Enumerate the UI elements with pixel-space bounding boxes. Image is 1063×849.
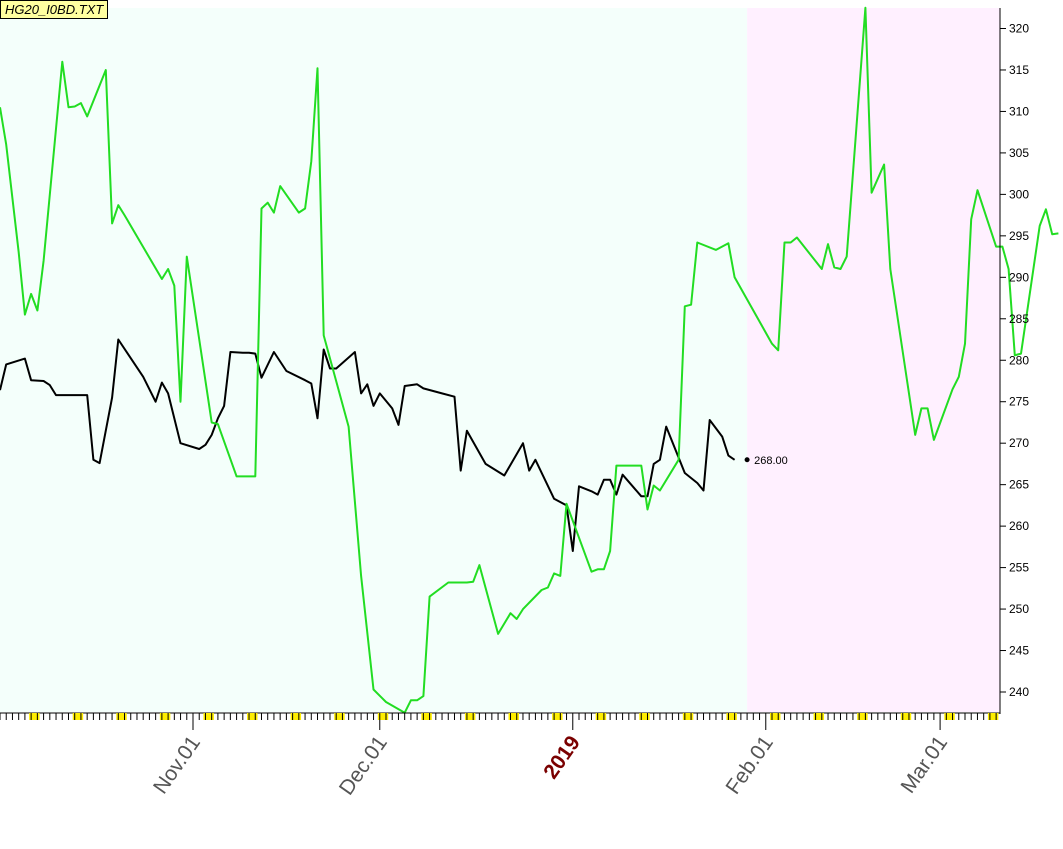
y-tick-label: 270	[1009, 436, 1029, 450]
y-tick-label: 305	[1009, 146, 1029, 160]
weekend-marker	[726, 713, 737, 720]
last-value-layer: 268.00	[744, 455, 788, 467]
weekend-marker	[116, 713, 127, 720]
weekend-marker	[29, 713, 40, 720]
y-tick-label: 265	[1009, 478, 1029, 492]
weekend-marker	[203, 713, 214, 720]
y-tick-label: 310	[1009, 104, 1029, 118]
weekend-marker	[159, 713, 171, 720]
last-value-label: 268.00	[754, 455, 788, 467]
y-tick-label: 240	[1009, 685, 1029, 699]
y-tick-label: 280	[1009, 353, 1029, 367]
series-line-1	[0, 6, 1059, 714]
x-tick-label: Mar.01	[897, 732, 953, 798]
last-value-dot	[744, 457, 750, 463]
weekend-marker	[334, 713, 345, 720]
y-axis: 240 245 250 255 260 265 270 275 280 285 290 295 300 3…	[999, 8, 1029, 714]
chart-title: HG20_I0BD.TXT	[0, 0, 109, 19]
weekend-marker	[770, 713, 781, 720]
x-tick-label: Dec.01	[335, 732, 392, 800]
weekend-marker	[72, 713, 84, 720]
background-shading	[0, 8, 1000, 712]
weekend-marker	[421, 713, 432, 720]
shading-region-0	[0, 8, 748, 712]
x-tick-label: Feb.01	[722, 732, 778, 799]
weekend-marker	[595, 713, 607, 720]
series-line-0	[0, 338, 736, 552]
weekend-marker	[464, 713, 476, 720]
shading-region-1	[747, 8, 1000, 712]
x-tick-label: 2019	[539, 732, 585, 783]
weekend-marker	[639, 713, 650, 720]
x-tick-label: Nov.01	[149, 732, 205, 798]
y-tick-label: 290	[1009, 270, 1029, 284]
series-layer	[0, 6, 1059, 714]
y-tick-label: 315	[1009, 63, 1029, 77]
weekend-marker	[377, 713, 389, 720]
weekend-marker	[247, 713, 258, 720]
y-tick-label: 285	[1009, 312, 1029, 326]
y-tick-label: 260	[1009, 519, 1029, 533]
y-tick-label: 320	[1009, 22, 1029, 36]
y-tick-label: 250	[1009, 602, 1029, 616]
weekend-marker	[987, 713, 999, 720]
y-tick-label: 295	[1009, 229, 1029, 243]
weekend-marker	[508, 713, 519, 720]
y-tick-label: 255	[1009, 561, 1029, 575]
weekend-marker	[813, 713, 825, 720]
weekend-marker	[944, 713, 955, 720]
y-tick-label: 300	[1009, 187, 1029, 201]
weekend-marker	[552, 713, 563, 720]
weekend-marker	[682, 713, 694, 720]
x-axis: Nov.01 Dec.01 2019 Feb.01 Mar.01	[0, 712, 1000, 800]
y-tick-label: 275	[1009, 395, 1029, 409]
weekend-marker	[857, 713, 868, 720]
weekend-marker	[290, 713, 302, 720]
weekend-marker	[900, 713, 912, 720]
y-tick-label: 245	[1009, 644, 1029, 658]
